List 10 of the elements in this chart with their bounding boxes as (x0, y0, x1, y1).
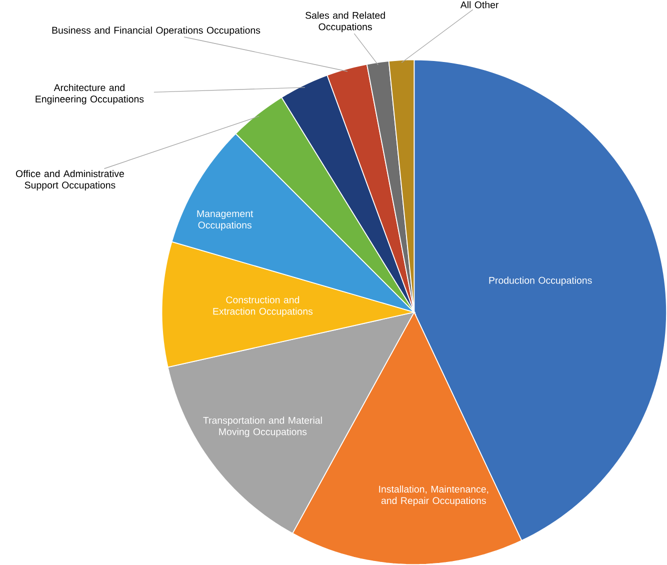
slice-label: Production Occupations (489, 276, 592, 286)
slice-label: Installation, Maintenance, and Repair Occupations (379, 485, 488, 506)
slice-label: Architecture and Engineering Occupations (36, 84, 144, 104)
slice-label: All Other (460, 1, 499, 8)
slice-label: Management Occupations (197, 210, 254, 230)
slice-label: Construction and Extraction Occupations (213, 296, 313, 317)
slice-label: Business and Financial Operations Occupations (52, 26, 260, 36)
slice-label: Office and Administrative Support Occupations (16, 170, 124, 190)
slice-label: Transportation and Material Moving Occupations (203, 416, 322, 438)
slice-label: Sales and Related Occupations (306, 12, 385, 32)
